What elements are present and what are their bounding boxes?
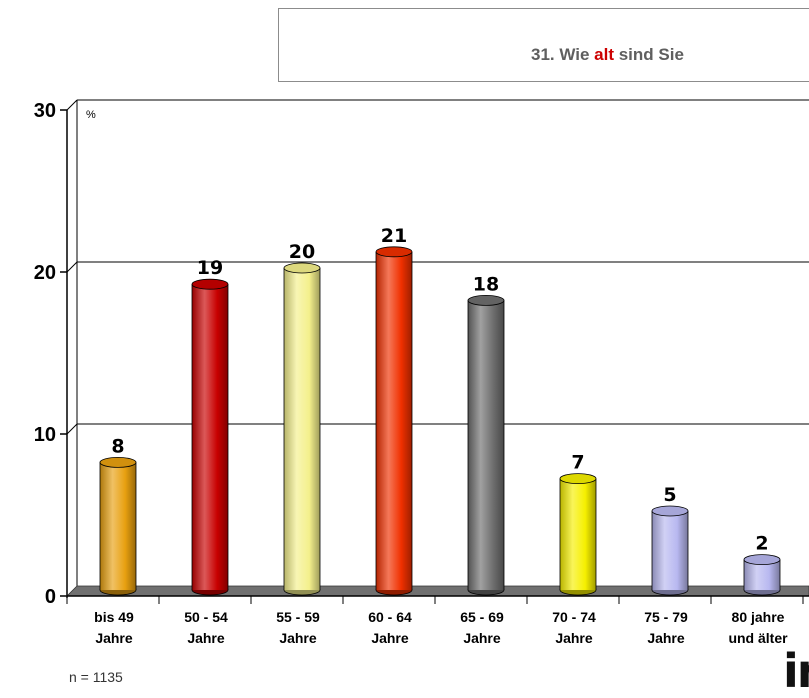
x-category-label: und älter xyxy=(728,630,788,646)
x-category-label: 80 jahre xyxy=(732,609,785,625)
chart-floor xyxy=(66,585,809,597)
chart-title-prefix: 31. Wie xyxy=(531,45,595,64)
chart-title: 31. Wie alt sind Sie xyxy=(531,45,684,65)
chart-title-highlight: alt xyxy=(594,45,614,64)
x-category-label: 70 - 74 xyxy=(552,609,596,625)
chart-title-box: 31. Wie alt sind Sie xyxy=(278,8,809,82)
x-category-label: 50 - 54 xyxy=(184,609,228,625)
bar-body xyxy=(284,268,320,590)
bar-1 xyxy=(191,278,229,596)
bar-body xyxy=(468,300,504,590)
bar-top xyxy=(375,246,413,258)
y-tick-label: 30 xyxy=(34,100,56,122)
y-tick-label: 0 xyxy=(45,586,56,608)
x-category-label: 55 - 59 xyxy=(276,609,320,625)
bar-6 xyxy=(651,505,689,596)
x-category-label: Jahre xyxy=(371,630,409,646)
bar-4 xyxy=(467,294,505,596)
x-category-label: bis 49 xyxy=(94,609,134,625)
x-category-label: Jahre xyxy=(187,630,225,646)
bar-top xyxy=(743,554,781,565)
x-category-label: 75 - 79 xyxy=(644,609,688,625)
bar-5 xyxy=(559,473,597,596)
bar-top xyxy=(99,456,137,468)
bar-body xyxy=(192,284,228,590)
x-category-label: Jahre xyxy=(279,630,317,646)
bar-top xyxy=(283,262,321,274)
bar-0 xyxy=(99,456,137,596)
bar-value-label: 21 xyxy=(381,225,407,247)
bar-value-label: 5 xyxy=(663,484,676,506)
x-category-label: Jahre xyxy=(647,630,685,646)
bar-value-label: 19 xyxy=(197,257,223,279)
x-category-label: Jahre xyxy=(463,630,501,646)
bar-body xyxy=(560,478,596,590)
gridline-side xyxy=(66,423,78,435)
x-category-label: Jahre xyxy=(555,630,593,646)
bar-value-label: 20 xyxy=(289,241,315,263)
bar-2 xyxy=(283,262,321,596)
chart-title-suffix: sind Sie xyxy=(614,45,684,64)
bar-top xyxy=(559,473,597,485)
bar-top xyxy=(467,294,505,306)
x-category-label: 60 - 64 xyxy=(368,609,412,625)
bar-body xyxy=(376,251,412,591)
side-wall-top xyxy=(66,99,78,111)
bar-body xyxy=(652,511,688,590)
y-tick-label: 10 xyxy=(34,424,56,446)
bar-value-label: 2 xyxy=(755,533,768,555)
x-category-label: 65 - 69 xyxy=(460,609,504,625)
gridline-side xyxy=(66,261,78,273)
bar-value-label: 18 xyxy=(473,273,499,295)
y-unit-label: % xyxy=(86,109,96,121)
bar-value-label: 7 xyxy=(571,452,584,474)
bar-7 xyxy=(743,554,781,596)
bar-top xyxy=(191,278,229,290)
bar-top xyxy=(651,505,689,517)
y-tick-label: 20 xyxy=(34,262,56,284)
bar-value-label: 8 xyxy=(111,435,124,457)
brand-logo: in xyxy=(783,644,809,698)
x-category-label: Jahre xyxy=(95,630,133,646)
bar-3 xyxy=(375,246,413,596)
sample-size: n = 1135 xyxy=(69,669,123,685)
bar-body xyxy=(100,462,136,590)
